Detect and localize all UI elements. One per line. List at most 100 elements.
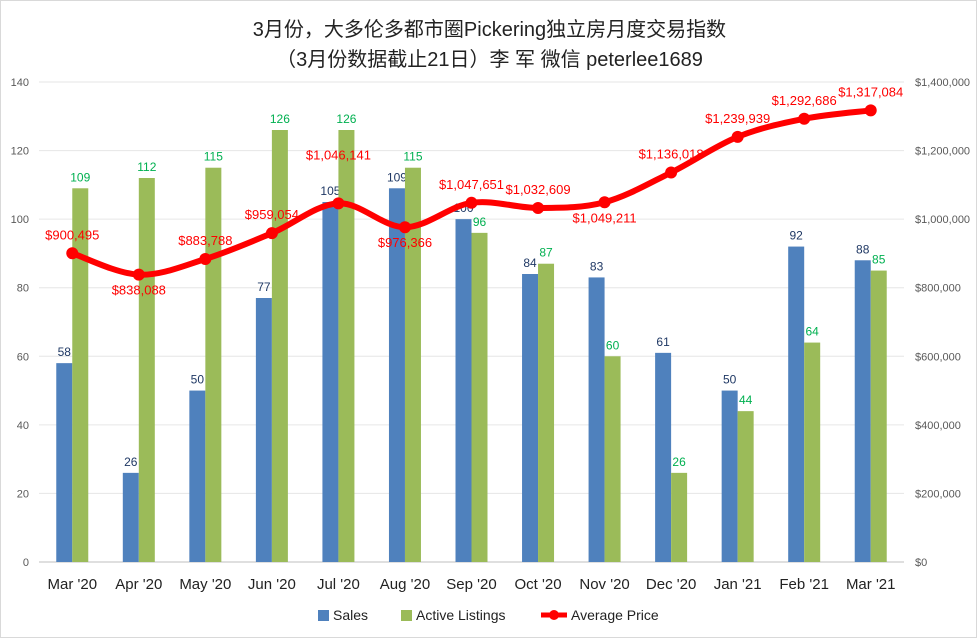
price-label: $900,495 <box>45 227 99 242</box>
listings-bar <box>671 472 688 562</box>
price-marker <box>66 247 79 260</box>
x-tick-label: Nov '20 <box>579 576 629 593</box>
right-tick-label: $1,400,000 <box>915 77 970 89</box>
listings-label: 60 <box>606 338 620 352</box>
left-tick-label: 80 <box>17 283 29 295</box>
price-label: $1,049,211 <box>573 210 637 225</box>
x-tick-label: Oct '20 <box>515 576 562 593</box>
listings-label: 64 <box>806 325 820 339</box>
x-tick-label: Apr '20 <box>115 576 162 593</box>
price-marker <box>864 104 877 117</box>
price-marker <box>532 201 545 214</box>
sales-bar <box>455 219 472 562</box>
price-marker <box>332 197 345 210</box>
x-tick-label: Mar '20 <box>47 576 97 593</box>
x-tick-label: Sep '20 <box>446 576 496 593</box>
sales-bar <box>721 390 738 562</box>
x-tick-label: Jun '20 <box>248 576 296 593</box>
price-label: $1,136,018 <box>639 147 704 162</box>
x-tick-label: Feb '21 <box>779 576 829 593</box>
legend-label: Active Listings <box>416 607 505 623</box>
x-tick-label: Jan '21 <box>714 576 762 593</box>
sales-label: 58 <box>58 345 72 359</box>
right-tick-label: $800,000 <box>915 283 961 295</box>
listings-bar <box>604 356 621 562</box>
price-label: $1,292,686 <box>772 93 837 108</box>
listings-label: 26 <box>672 455 686 469</box>
legend-marker <box>549 610 559 620</box>
left-tick-label: 20 <box>17 488 29 500</box>
listings-label: 109 <box>70 170 90 184</box>
price-marker <box>398 221 411 234</box>
x-tick-label: Jul '20 <box>317 576 360 593</box>
left-tick-label: 100 <box>11 214 29 226</box>
listings-bar <box>538 263 555 562</box>
legend-swatch <box>318 610 329 621</box>
price-marker <box>132 268 145 281</box>
price-marker <box>199 252 212 265</box>
sales-label: 105 <box>320 184 340 198</box>
left-tick-label: 120 <box>11 146 29 158</box>
listings-label: 44 <box>739 393 753 407</box>
sales-bar <box>655 352 672 562</box>
listings-bar <box>471 232 488 562</box>
sales-bar <box>854 260 871 562</box>
right-tick-label: $400,000 <box>915 420 961 432</box>
sales-label: 84 <box>523 256 537 270</box>
legend-swatch <box>401 610 412 621</box>
sales-label: 26 <box>124 455 138 469</box>
sales-label: 92 <box>790 229 804 243</box>
sales-label: 61 <box>656 335 670 349</box>
right-tick-label: $600,000 <box>915 351 961 363</box>
sales-bar <box>388 188 405 563</box>
price-label: $838,088 <box>112 283 166 298</box>
listings-bar <box>404 167 421 562</box>
left-tick-label: 60 <box>17 351 29 363</box>
sales-label: 77 <box>257 280 271 294</box>
listings-label: 112 <box>137 160 156 174</box>
price-label: $1,032,609 <box>505 182 570 197</box>
x-tick-label: Aug '20 <box>380 576 430 593</box>
legend-label: Average Price <box>571 607 659 623</box>
price-label: $959,054 <box>245 207 299 222</box>
right-tick-label: $0 <box>915 557 927 569</box>
price-marker <box>731 130 744 143</box>
sales-label: 109 <box>387 170 407 184</box>
sales-bar <box>788 246 805 563</box>
listings-label: 126 <box>336 112 356 126</box>
sales-label: 50 <box>723 373 737 387</box>
price-label: $1,239,939 <box>705 111 770 126</box>
price-marker <box>598 196 611 209</box>
listings-bar <box>138 178 155 562</box>
price-marker <box>465 196 478 209</box>
listings-bar <box>737 411 754 562</box>
sales-bar <box>588 277 605 562</box>
listings-bar <box>271 130 288 562</box>
listings-bar <box>72 188 89 563</box>
listings-label: 126 <box>270 112 290 126</box>
price-label: $1,046,141 <box>306 147 371 162</box>
listings-bar <box>338 130 355 562</box>
right-tick-label: $1,200,000 <box>915 146 970 158</box>
listings-label: 85 <box>872 253 886 267</box>
listings-bar <box>870 270 887 562</box>
sales-bar <box>189 390 206 562</box>
chart-title: 3月份，大多伦多都市圈Pickering独立房月度交易指数 <box>252 19 727 41</box>
price-label: $1,317,084 <box>838 84 903 99</box>
left-tick-label: 140 <box>11 77 29 89</box>
x-tick-label: Dec '20 <box>646 576 696 593</box>
x-tick-label: May '20 <box>179 576 231 593</box>
sales-label: 88 <box>856 242 870 256</box>
sales-label: 83 <box>590 259 604 273</box>
right-tick-label: $200,000 <box>915 488 961 500</box>
left-tick-label: 0 <box>23 557 29 569</box>
sales-bar <box>56 363 73 562</box>
price-marker <box>665 166 678 179</box>
listings-label: 96 <box>473 215 487 229</box>
price-label: $976,366 <box>378 235 432 250</box>
listings-label: 87 <box>539 246 553 260</box>
listings-label: 115 <box>204 150 223 164</box>
sales-label: 50 <box>191 373 205 387</box>
